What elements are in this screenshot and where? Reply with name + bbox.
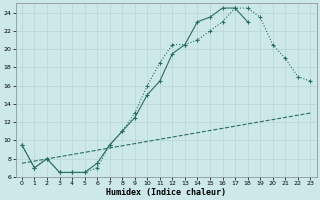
X-axis label: Humidex (Indice chaleur): Humidex (Indice chaleur) xyxy=(106,188,226,197)
